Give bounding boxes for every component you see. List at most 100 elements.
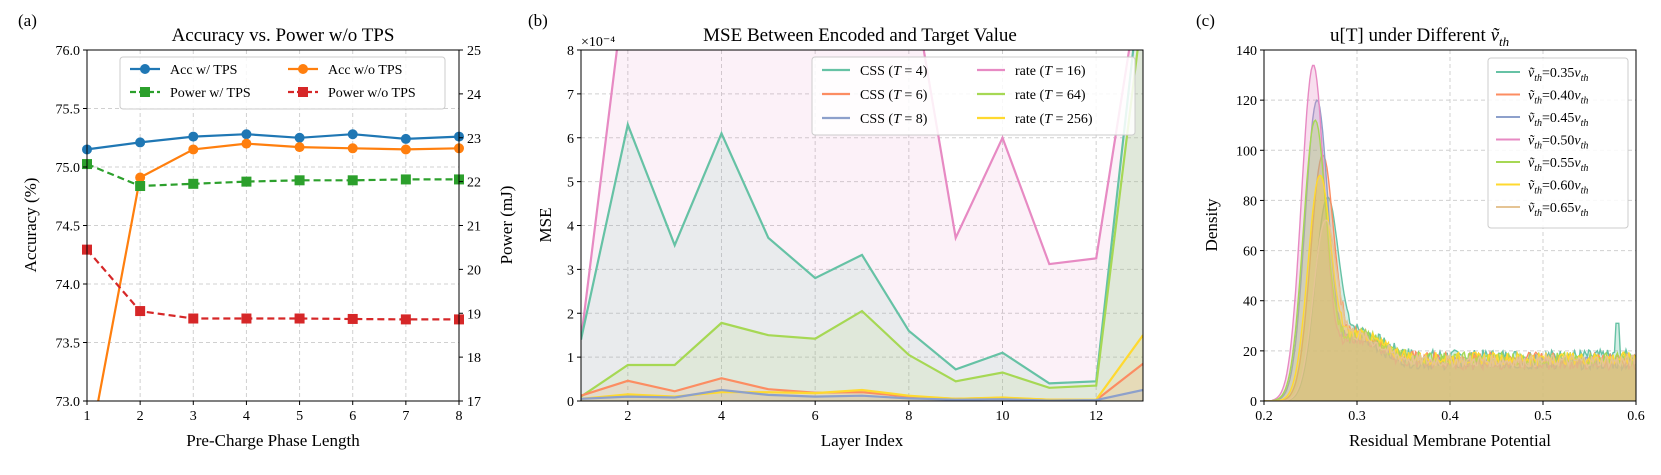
legend-entry: ṽth=0.35vth	[1496, 66, 1588, 84]
legend-label-symbol: ṽ	[1528, 201, 1535, 216]
legend-label-symbol: ṽ	[1528, 134, 1535, 149]
data-point	[347, 143, 358, 154]
legend-entry: ṽth=0.60vth	[1496, 179, 1588, 197]
legend-label: CSS (T = 8)	[860, 112, 928, 127]
legend-label-v-subscript: th	[1581, 186, 1589, 197]
legend-label-subscript: th	[1534, 118, 1542, 129]
legend-swatch-marker	[140, 87, 150, 97]
data-point	[135, 172, 146, 183]
y2-tick-label: 21	[467, 220, 481, 235]
legend-label-main: rate (	[1015, 112, 1044, 127]
panel-a-legend: Acc w/ TPS Acc w/o TPS Power w/ TPS Power w…	[119, 56, 446, 110]
y-tick-label: 140	[1236, 44, 1257, 59]
data-point	[135, 137, 146, 148]
panel-b-y-label: MSE	[536, 208, 555, 243]
y-tick-label: 80	[1243, 194, 1257, 209]
x-tick-label: 8	[905, 409, 912, 424]
panel-c-title-main: u[T] under Different	[1330, 25, 1491, 46]
y-tick-label: 74.5	[56, 220, 81, 235]
series-line	[97, 142, 460, 402]
y2-tick-label: 23	[467, 132, 481, 147]
legend-label-symbol: ṽ	[1528, 66, 1535, 81]
panel-b-legend-box	[811, 56, 1136, 136]
data-point	[294, 175, 305, 186]
panel-a-y-label: Accuracy (%)	[21, 178, 40, 273]
legend-label-v-subscript: th	[1581, 141, 1589, 152]
series-acc-w-o-tps	[97, 138, 464, 402]
data-point	[188, 144, 199, 155]
legend-entry: ṽth=0.65vth	[1496, 201, 1588, 219]
legend-label-main: CSS (	[860, 112, 893, 127]
legend-label: ṽth=0.45vth	[1528, 111, 1588, 129]
panel-a-title: Accuracy vs. Power w/o TPS	[172, 25, 395, 46]
data-point	[400, 133, 411, 144]
legend-label-value: =0.40	[1542, 89, 1574, 104]
legend-entry: rate (T = 16)	[977, 64, 1086, 79]
legend-label: Power w/ TPS	[170, 86, 251, 101]
y-tick-label: 8	[567, 44, 574, 59]
panel-c-x-label: Residual Membrane Potential	[1349, 431, 1551, 450]
data-point	[135, 306, 146, 317]
legend-entry: Acc w/o TPS	[288, 63, 402, 78]
y-tick-label: 2	[567, 307, 574, 322]
legend-entry: CSS (T = 4)	[822, 64, 928, 79]
series-line	[1264, 219, 1636, 401]
legend-label: ṽth=0.55vth	[1528, 156, 1588, 174]
legend-label-value: =0.65	[1542, 201, 1574, 216]
y-tick-label: 76.0	[56, 44, 81, 59]
y-tick-label: 74.0	[56, 278, 81, 293]
legend-label-tail: = 64)	[1052, 88, 1086, 103]
data-point	[400, 144, 411, 155]
panel-b-legend: CSS (T = 4)CSS (T = 6)CSS (T = 8)rate (T…	[811, 56, 1136, 136]
legend-entry: ṽth=0.40vth	[1496, 89, 1588, 107]
legend-label-math: T	[893, 112, 902, 127]
data-point	[241, 129, 252, 140]
y-tick-label: 20	[1243, 345, 1257, 360]
series-area-fill	[581, 50, 1143, 401]
legend-entry: ṽth=0.50vth	[1496, 134, 1588, 152]
panel-a-y-ticks: 73.0 73.5 74.0 74.5 75.0 75.5 76.0	[56, 44, 87, 410]
data-point	[347, 175, 358, 186]
panel-b-title: MSE Between Encoded and Target Value	[703, 25, 1017, 46]
legend-entry: rate (T = 256)	[977, 112, 1093, 127]
y2-tick-label: 19	[467, 307, 481, 322]
legend-label-math: T	[1044, 112, 1053, 127]
legend-label-tail: = 8)	[901, 112, 928, 127]
y-tick-label: 120	[1236, 94, 1257, 109]
legend-label-subscript: th	[1534, 186, 1542, 197]
legend-label-subscript: th	[1534, 73, 1542, 84]
legend-label-v-subscript: th	[1581, 73, 1589, 84]
panel-c-legend-box	[1487, 57, 1629, 229]
panel-c-y-label: Density	[1202, 198, 1221, 251]
panel-a-x-ticks: 1 2 3 4 5 6 7 8	[84, 401, 463, 424]
legend-entry: ṽth=0.55vth	[1496, 156, 1588, 174]
legend-label: ṽth=0.50vth	[1528, 134, 1588, 152]
data-point	[241, 313, 252, 324]
data-point	[188, 178, 199, 189]
panel-c-y-ticks: 0 20 40 60 80 100 120 140	[1236, 44, 1264, 410]
legend-label-main: CSS (	[860, 88, 893, 103]
legend-label-symbol: ṽ	[1528, 179, 1535, 194]
legend-label: CSS (T = 6)	[860, 88, 928, 103]
data-point	[347, 313, 358, 324]
x-tick-label: 0.3	[1348, 409, 1366, 424]
legend-label: rate (T = 64)	[1015, 88, 1086, 103]
legend-entry: rate (T = 64)	[977, 88, 1086, 103]
legend-entry: CSS (T = 8)	[822, 112, 928, 127]
data-point	[188, 131, 199, 142]
y-tick-label: 1	[567, 351, 574, 366]
x-tick-label: 10	[996, 409, 1010, 424]
y-tick-label: 0	[567, 395, 574, 410]
legend-label-main: rate (	[1015, 88, 1044, 103]
legend-label-tail: = 256)	[1052, 112, 1093, 127]
y-tick-label: 5	[567, 176, 574, 191]
series-power-w-o-tps	[82, 244, 464, 325]
series-line	[86, 248, 459, 321]
legend-label-tail: = 4)	[901, 64, 928, 79]
data-point	[347, 129, 358, 140]
data-point	[400, 314, 411, 325]
legend-label-v: v	[1574, 66, 1581, 81]
y2-tick-label: 17	[467, 395, 481, 410]
panel-c-label: (c)	[1196, 11, 1215, 30]
